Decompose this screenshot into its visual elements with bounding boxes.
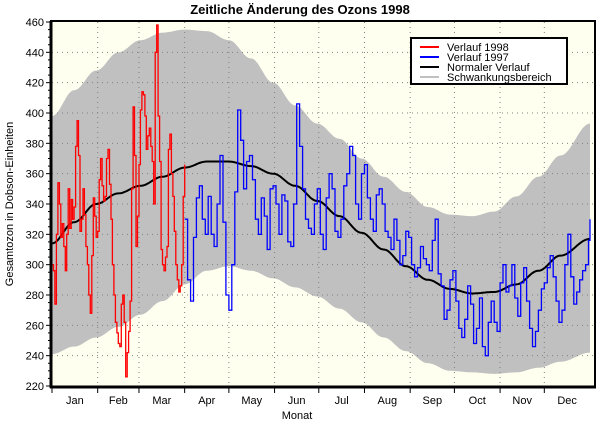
y-tick-label: 280 xyxy=(26,290,44,302)
legend-label: Verlauf 1998 xyxy=(447,42,509,54)
x-tick-label: Apr xyxy=(198,395,215,407)
series-layer xyxy=(52,24,591,378)
x-tick-label: Dec xyxy=(557,395,577,407)
y-axis-label: Gesamtozon in Dobson-Einheiten xyxy=(4,122,16,286)
y-tick-label: 220 xyxy=(26,381,44,393)
series-line-1997 xyxy=(184,103,591,357)
x-tick-label: Feb xyxy=(109,395,128,407)
y-tick-label: 360 xyxy=(26,169,44,181)
y-tick-label: 440 xyxy=(26,47,44,59)
x-tick-label: Mar xyxy=(152,395,171,407)
y-tick-label: 400 xyxy=(26,108,44,120)
y-tick-label: 380 xyxy=(26,138,44,150)
y-tick-label: 240 xyxy=(26,351,44,363)
x-tick-label: Jul xyxy=(335,395,349,407)
y-tick-label: 320 xyxy=(26,229,44,241)
y-tick-label: 340 xyxy=(26,199,44,211)
x-tick-label: Sep xyxy=(422,395,442,407)
y-tick-label: 460 xyxy=(26,17,44,29)
x-tick-label: Nov xyxy=(512,395,532,407)
x-tick-label: Aug xyxy=(378,395,398,407)
x-tick-label: Oct xyxy=(469,395,486,407)
x-axis-label: Monat xyxy=(282,410,313,422)
y-tick-label: 260 xyxy=(26,320,44,332)
x-tick-label: Jan xyxy=(66,395,84,407)
x-tick-label: May xyxy=(241,395,262,407)
legend-label: Normaler Verlauf xyxy=(447,62,530,74)
chart-title: Zeitliche Änderung des Ozons 1998 xyxy=(190,2,410,17)
legend-label: Schwankungsbereich xyxy=(447,72,552,84)
y-tick-label: 420 xyxy=(26,78,44,90)
x-axis: Jan Feb Mar Apr May Jun Jul Aug Sep Oct Nov Dec xyxy=(51,387,577,407)
y-axis: 220 240 260 280 300 320 340 360 380 400 420 440 460 xyxy=(26,17,51,393)
x-tick-label: Jun xyxy=(288,395,306,407)
legend-label: Verlauf 1997 xyxy=(447,52,509,64)
series-line-1998 xyxy=(52,24,186,378)
y-tick-label: 300 xyxy=(26,260,44,272)
